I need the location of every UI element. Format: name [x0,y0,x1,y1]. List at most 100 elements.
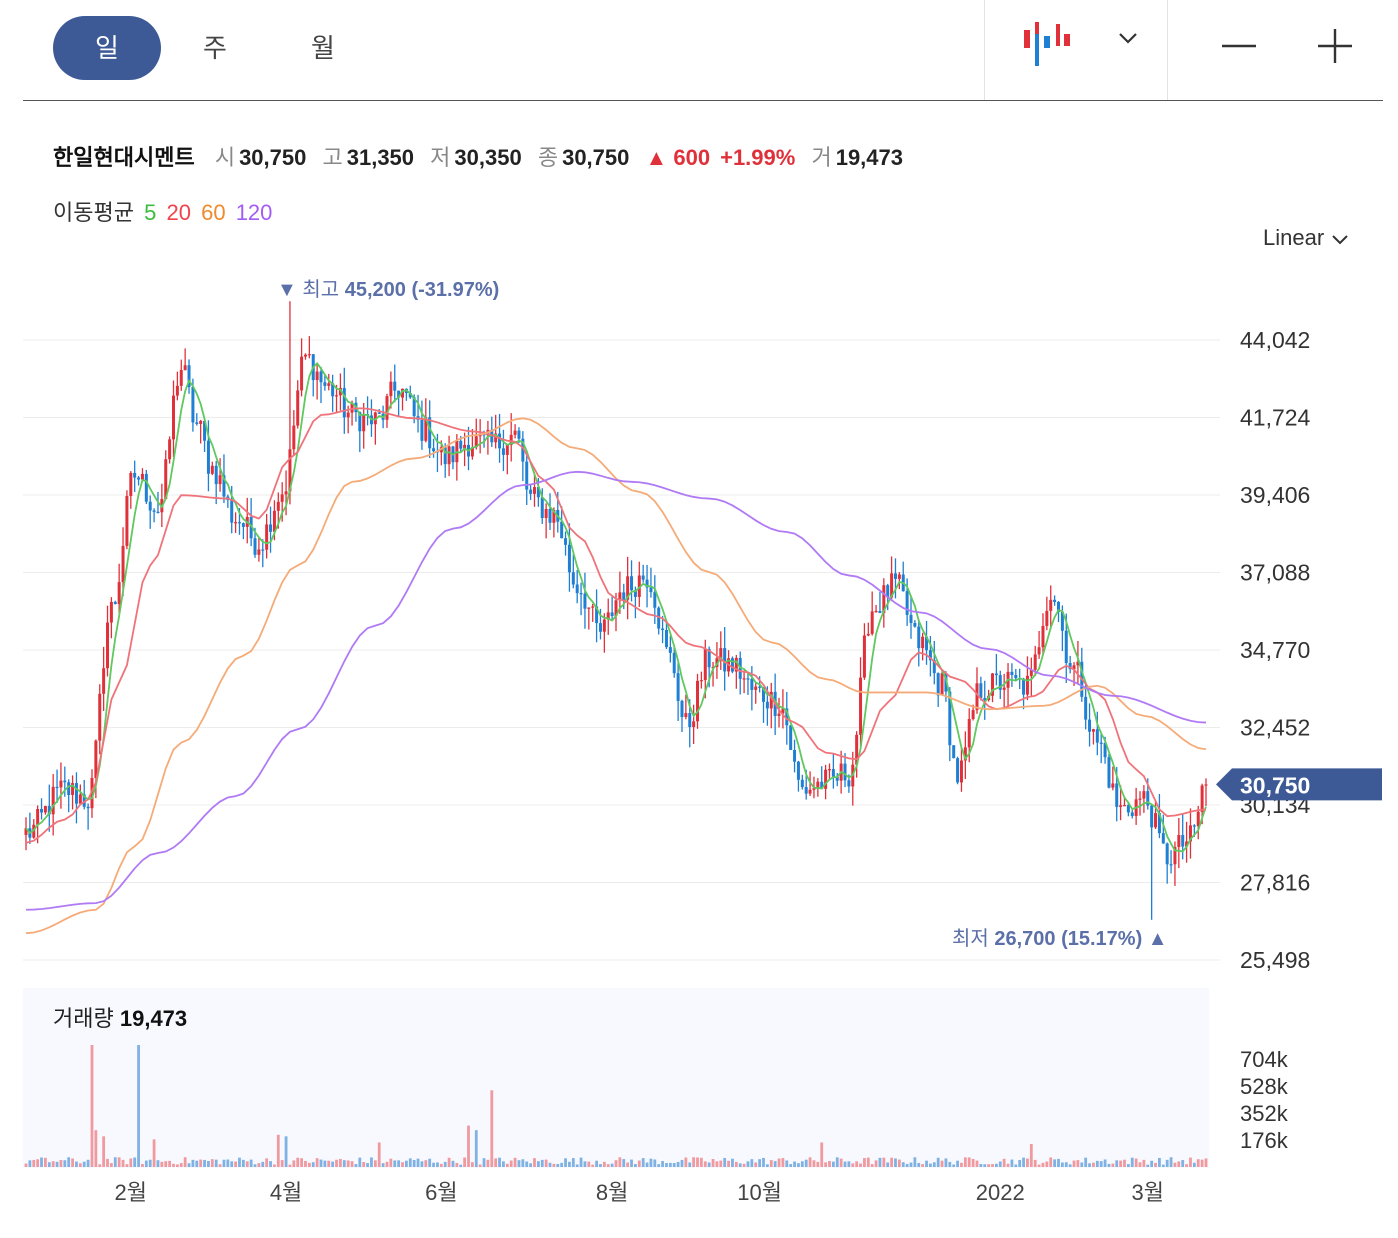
volume-bar [377,1142,381,1167]
ma-20[interactable]: 20 [166,200,191,225]
open-label: 시 [214,145,236,170]
volume-bar [315,1158,319,1167]
candle-body [237,522,241,524]
volume-bar [94,1130,98,1167]
candle-body [90,778,94,809]
volume-bar [998,1161,1002,1167]
volume-bar [668,1162,672,1167]
candle-body [152,510,156,512]
candle-body [292,425,296,450]
volume-bar [408,1158,412,1167]
volume-bar [859,1163,862,1167]
volume-bar [820,1142,824,1167]
candle-body [129,472,133,496]
chevron-down-icon [1332,235,1348,245]
volume-bar [979,1164,983,1167]
volume-bar [300,1158,303,1167]
volume-bar [529,1163,533,1167]
volume-bar [86,1159,90,1167]
volume-title-label: 거래량 [53,1006,114,1031]
volume-bar [117,1157,121,1167]
volume-bar [125,1164,129,1167]
open-value: 30,750 [239,145,307,170]
volume-bar [416,1158,420,1167]
candle-body [843,763,847,781]
volume-bar [1072,1160,1076,1167]
volume-bar [148,1159,152,1167]
volume-bar [1037,1164,1041,1167]
scale-selector[interactable]: Linear [1263,225,1350,251]
chevron-down-icon[interactable] [1117,30,1139,51]
min-price-value: 26,700 (15.17%) [994,928,1142,950]
volume-bar [777,1158,781,1167]
volume-bar [470,1162,474,1167]
volume-bar [1161,1164,1165,1167]
volume-bar [1060,1162,1064,1167]
tab-daily[interactable]: 일 [53,16,161,80]
candle-body [78,794,82,804]
volume-bar [172,1163,175,1167]
volume-bar [474,1130,478,1167]
volume-bar [311,1162,315,1167]
volume-bar [905,1163,909,1167]
ma-5[interactable]: 5 [144,200,157,225]
price-grid [23,339,1220,961]
volume-bar [579,1157,583,1167]
plus-icon[interactable] [1317,28,1353,69]
candle-body [835,776,839,781]
candle-body [1169,864,1173,866]
volume-bar [455,1162,459,1167]
volume-bar [1068,1164,1072,1167]
candle-body [680,700,684,717]
ma-60[interactable]: 60 [201,200,226,225]
candle-body [618,592,622,601]
volume-bar [1192,1162,1196,1167]
ma-120[interactable]: 120 [235,200,273,225]
volume-bar [684,1157,688,1167]
volume-bar [439,1163,443,1167]
candle-body [1150,805,1154,828]
candle-body [847,780,851,787]
volume-bar [560,1162,564,1167]
candle-body [261,549,265,551]
candle-body [1154,813,1158,828]
candle-body [893,573,897,579]
volume-bar [932,1162,936,1167]
candle-body [474,436,478,448]
volume-bar [296,1157,300,1167]
candle-body [1188,825,1192,842]
volume-title-value: 19,473 [119,1006,188,1031]
volume-tick-label: 528k [1240,1074,1289,1099]
candle-body [43,805,47,813]
candle-body [498,433,502,449]
candle-body [1037,647,1041,655]
tab-weekly[interactable]: 주 [203,33,227,63]
volume-bar [661,1161,664,1167]
volume-bar [688,1162,692,1167]
volume-bar [354,1164,358,1167]
candle-body [1146,791,1150,806]
candlestick-icon[interactable] [1022,20,1074,75]
volume-bar [983,1164,987,1167]
volume-bar [991,1164,994,1167]
tab-monthly[interactable]: 월 [311,33,335,63]
candle-body [195,422,199,424]
candle-body [86,806,90,809]
volume-bar [863,1158,866,1167]
candle-body [424,417,428,441]
candle-body [280,494,284,502]
volume-bar [1181,1160,1185,1167]
candle-body [276,501,280,511]
volume-bar [715,1161,719,1167]
volume-bar [164,1161,168,1167]
volume-bar [1130,1157,1134,1167]
volume-bar [517,1160,521,1167]
minus-icon[interactable] [1221,28,1257,69]
volume-bar [67,1157,71,1167]
volume-bar [894,1158,897,1167]
candle-body [463,444,467,449]
candle-body [723,648,727,672]
candle-body [206,440,210,474]
volume-bar [335,1159,338,1167]
